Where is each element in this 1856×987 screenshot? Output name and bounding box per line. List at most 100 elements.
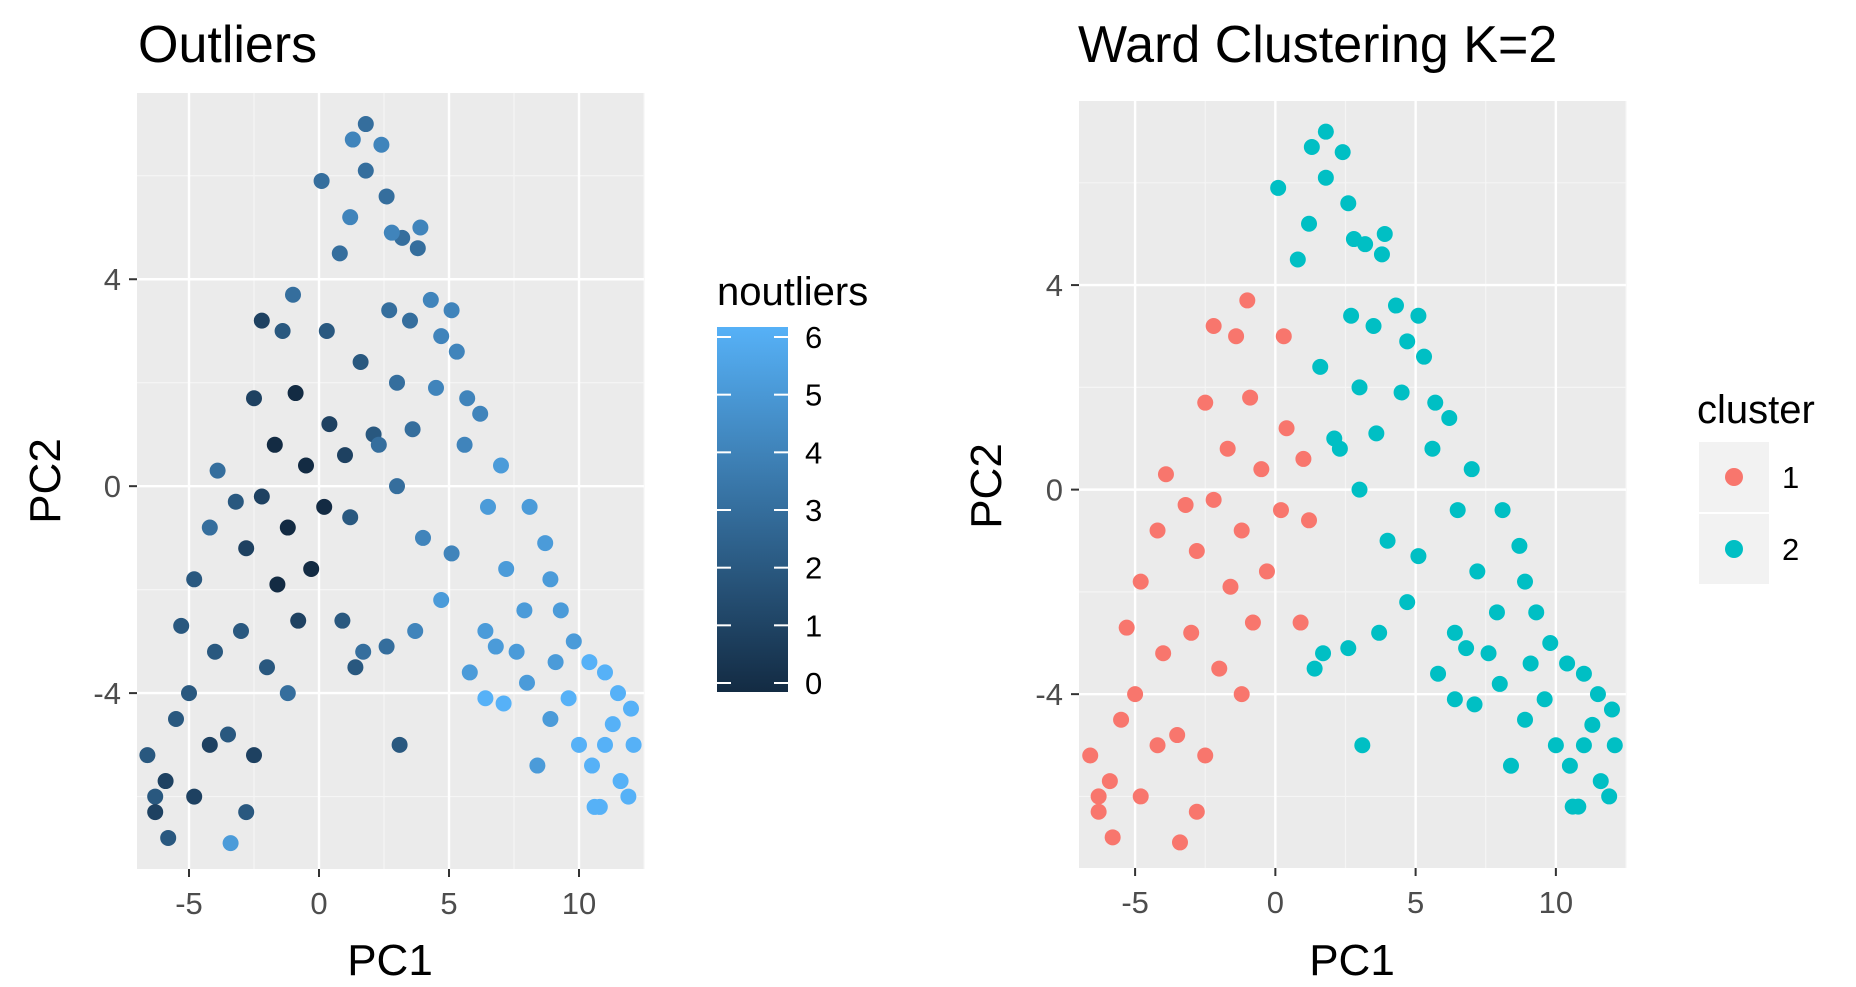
data-point <box>1340 195 1357 212</box>
data-point <box>487 638 504 655</box>
data-point <box>331 245 348 262</box>
data-point <box>1104 829 1121 846</box>
data-point <box>1317 123 1334 140</box>
data-point <box>1219 440 1236 457</box>
data-point <box>1517 711 1534 728</box>
points-layer <box>139 116 642 852</box>
data-point <box>519 674 535 691</box>
data-point <box>1542 635 1559 652</box>
data-point <box>1171 834 1188 851</box>
data-point <box>433 328 450 345</box>
data-point <box>207 643 223 660</box>
data-point <box>391 736 408 753</box>
data-point <box>1303 139 1320 156</box>
data-point <box>1559 655 1576 672</box>
legend-key-cluster-1 <box>1725 468 1743 486</box>
data-point <box>1082 747 1099 764</box>
data-point <box>181 685 197 702</box>
data-point <box>1253 461 1270 478</box>
data-point <box>1197 747 1214 764</box>
data-point <box>1157 466 1174 483</box>
data-point <box>1564 798 1581 815</box>
x-tick-label: -5 <box>175 886 203 921</box>
data-point <box>246 390 262 407</box>
x-tick-label: 5 <box>440 886 457 921</box>
data-point <box>584 757 600 774</box>
data-point <box>1312 358 1329 375</box>
data-point <box>227 493 244 510</box>
data-point <box>1373 246 1390 263</box>
data-point <box>448 343 465 360</box>
points-layer <box>1082 123 1623 851</box>
data-point <box>1463 461 1480 478</box>
legend: noutliers 0 1 2 3 4 5 6 <box>717 270 868 701</box>
y-axis-title: PC2 <box>21 438 70 524</box>
data-point <box>415 529 431 546</box>
data-point <box>266 436 283 453</box>
x-tick-label: 0 <box>1267 885 1284 920</box>
data-point <box>1480 645 1497 662</box>
axis-ticks: -5 0 5 10 -4 0 4 <box>1035 268 1573 920</box>
data-point <box>422 291 439 308</box>
data-point <box>1334 144 1351 161</box>
colorbar-label: 6 <box>805 320 822 355</box>
data-point <box>623 700 639 717</box>
data-point <box>253 488 270 505</box>
panel-outliers: Outliers -5 0 5 10 -4 0 4 PC1 PC2 noutliers 0 1… <box>21 16 868 985</box>
data-point <box>498 560 515 577</box>
data-point <box>160 829 177 846</box>
colorbar-label: 0 <box>805 666 822 701</box>
data-point <box>1155 645 1172 662</box>
data-point <box>173 617 190 634</box>
data-point <box>1090 788 1107 805</box>
data-point <box>477 690 494 707</box>
data-point <box>1270 179 1287 196</box>
data-point <box>352 354 369 371</box>
data-point <box>433 591 450 608</box>
data-point <box>147 804 164 821</box>
data-point <box>233 623 249 640</box>
x-tick-label: 0 <box>310 886 327 921</box>
data-point <box>565 633 582 650</box>
x-tick-label: 10 <box>1539 885 1573 920</box>
data-point <box>389 374 405 391</box>
data-point <box>1211 660 1228 677</box>
data-point <box>287 385 304 402</box>
data-point <box>428 379 444 396</box>
plot-background <box>137 93 644 869</box>
data-point <box>342 209 359 226</box>
data-point <box>461 664 478 681</box>
data-point <box>1301 512 1318 529</box>
data-point <box>1575 665 1592 682</box>
data-point <box>186 788 203 805</box>
data-point <box>1289 251 1306 268</box>
data-point <box>1345 231 1362 248</box>
chart-title: Ward Clustering K=2 <box>1078 16 1557 74</box>
data-point <box>1188 542 1205 559</box>
y-tick-label: 4 <box>1046 268 1063 303</box>
colorbar-label: 3 <box>805 493 822 528</box>
legend-label: 2 <box>1782 532 1799 567</box>
data-point <box>412 219 429 236</box>
colorbar-ticks: 0 1 2 3 4 5 6 <box>717 320 822 701</box>
data-point <box>157 773 174 790</box>
data-point <box>443 545 460 562</box>
axis-ticks: -5 0 5 10 -4 0 4 <box>93 262 596 921</box>
data-point <box>1399 594 1416 611</box>
data-point <box>1118 619 1135 636</box>
data-point <box>1188 803 1205 820</box>
data-point <box>542 710 559 727</box>
data-point <box>1222 578 1239 595</box>
data-point <box>370 436 387 453</box>
data-point <box>1306 660 1323 677</box>
data-point <box>1242 389 1259 406</box>
data-point <box>259 659 275 676</box>
y-axis-title: PC2 <box>962 443 1011 529</box>
data-point <box>1536 691 1553 708</box>
data-point <box>407 623 424 640</box>
data-point <box>1376 225 1393 242</box>
y-tick-label: -4 <box>1035 677 1063 712</box>
data-point <box>316 498 333 515</box>
data-point <box>246 747 262 764</box>
